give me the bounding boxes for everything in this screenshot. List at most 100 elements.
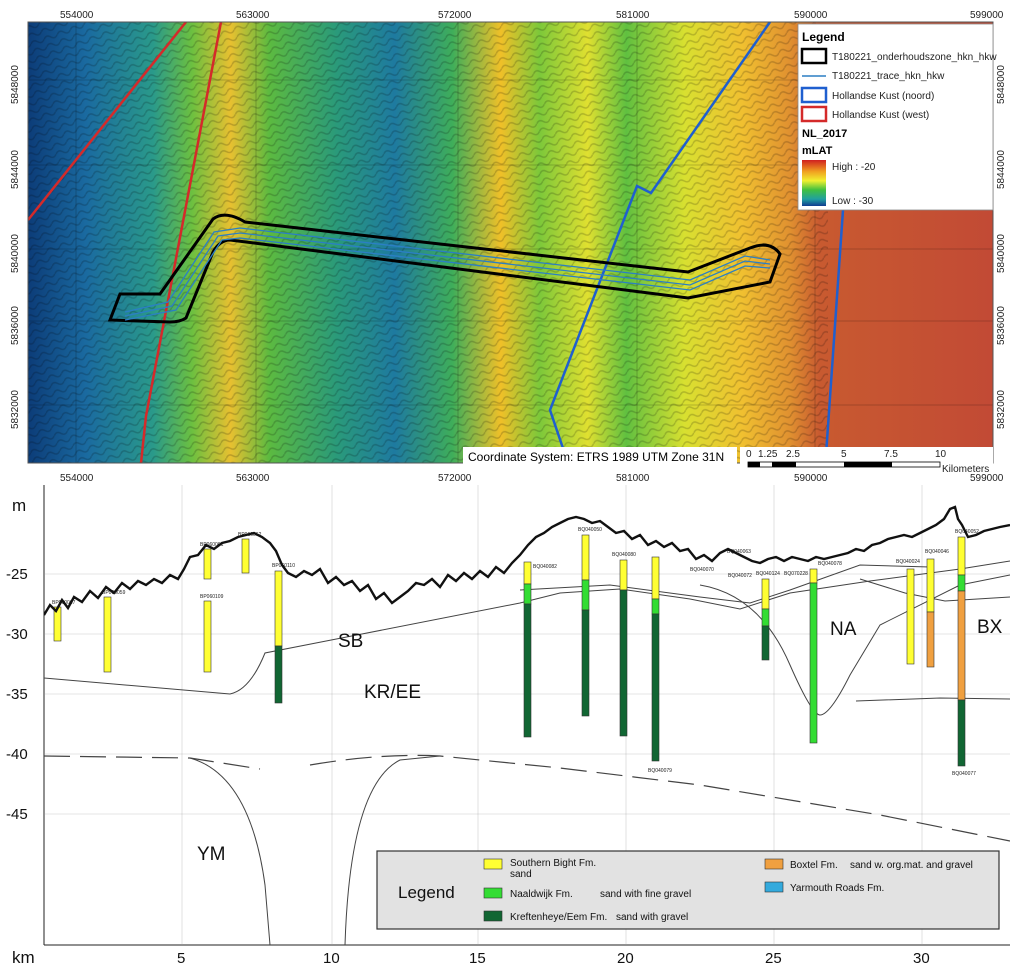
map-y-tick: 5844000 — [10, 150, 21, 189]
bathymetry-map: 554000 563000 572000 581000 590000 59900… — [10, 10, 1007, 484]
svg-text:BQ040063: BQ040063 — [727, 549, 751, 555]
x-tick: 5 — [177, 950, 185, 967]
svg-text:Naaldwijk Fm.: Naaldwijk Fm. — [510, 889, 573, 900]
map-x-tick: 572000 — [438, 10, 472, 21]
coordinate-system-label: Coordinate System: ETRS 1989 UTM Zone 31… — [468, 450, 724, 464]
hollandse-kust-west-boundary-2 — [139, 22, 223, 463]
svg-text:sand with fine gravel: sand with fine gravel — [600, 889, 691, 900]
map-legend: Legend T180221_onderhoudszone_hkn_hkw T1… — [797, 23, 997, 211]
svg-text:5: 5 — [841, 449, 847, 460]
na-upper-line — [519, 564, 931, 604]
map-y-tick: 5848000 — [996, 65, 1007, 104]
seabed-profile-line — [44, 505, 1010, 616]
scale-bar: 0 1.25 2.5 5 7.5 10 Kilometers — [740, 447, 993, 475]
svg-text:BP060109: BP060109 — [200, 594, 224, 600]
legend-swatch-west — [800, 105, 828, 123]
y-tick: -45 — [6, 806, 28, 823]
svg-text:sand w. org.mat. and gravel: sand w. org.mat. and gravel — [850, 860, 973, 871]
map-y-tick: 5844000 — [996, 150, 1007, 189]
legend-swatch-noord — [800, 86, 828, 104]
hollandse-kust-noord-boundary — [548, 22, 772, 463]
map-legend-item: T180221_trace_hkn_hkw — [832, 71, 945, 82]
base-ym-dashed — [44, 754, 1010, 842]
map-y-tick: 5840000 — [10, 234, 21, 273]
map-legend-title: Legend — [802, 30, 845, 44]
map-x-tick: 554000 — [60, 10, 94, 21]
unit-label-na: NA — [830, 619, 857, 640]
svg-text:BQ040070: BQ040070 — [690, 567, 714, 573]
x-tick: 10 — [323, 950, 340, 967]
unit-label-kr-ee: KR/EE — [364, 682, 421, 703]
svg-text:1.25: 1.25 — [758, 449, 778, 460]
raster-unit: mLAT — [802, 145, 833, 157]
svg-text:Kreftenheye/Eem Fm.: Kreftenheye/Eem Fm. — [510, 912, 607, 923]
ramp-high-label: High : -20 — [832, 162, 876, 173]
unit-label-bx: BX — [977, 617, 1003, 638]
svg-text:BQ040079: BQ040079 — [648, 768, 672, 774]
map-y-tick: 5836000 — [996, 306, 1007, 345]
map-legend-item: Hollandse Kust (noord) — [832, 91, 934, 102]
map-y-ticks-right: 5848000 5844000 5840000 5836000 5832000 — [996, 65, 1007, 429]
unit-label-ym: YM — [197, 844, 226, 865]
hollandse-kust-west-boundary — [28, 22, 187, 221]
geological-profile: BP060067 BP060059 BP060061 BP060109 BP06… — [6, 485, 1010, 967]
x-tick: 15 — [469, 950, 486, 967]
profile-legend-title: Legend — [398, 883, 455, 902]
svg-text:BQ040082: BQ040082 — [533, 564, 557, 570]
map-x-tick: 572000 — [438, 473, 472, 484]
svg-text:sand: sand — [510, 869, 532, 880]
color-ramp — [802, 160, 826, 206]
profile-legend: Legend Southern Bight Fm. sand Naaldwijk… — [376, 850, 1000, 930]
unit-labels: SB KR/EE NA BX YM — [197, 617, 1003, 865]
ramp-low-label: Low : -30 — [832, 196, 874, 207]
svg-text:Yarmouth Roads Fm.: Yarmouth Roads Fm. — [790, 883, 884, 894]
borehole-labels: BP060067 BP060059 BP060061 BP060109 BP06… — [52, 527, 979, 777]
map-y-ticks-left: 5848000 5844000 5840000 5836000 5832000 — [10, 65, 21, 429]
map-x-ticks-bottom: 554000 563000 572000 581000 590000 59900… — [60, 473, 1004, 484]
map-legend-item: T180221_onderhoudszone_hkn_hkw — [832, 52, 997, 63]
base-kr-ee-line — [44, 560, 1010, 695]
map-y-tick: 5832000 — [10, 390, 21, 429]
svg-text:sand with gravel: sand with gravel — [616, 912, 688, 923]
svg-text:10: 10 — [935, 449, 947, 460]
map-y-tick: 5832000 — [996, 390, 1007, 429]
svg-text:BQ040077: BQ040077 — [952, 771, 976, 777]
svg-text:BQ070228: BQ070228 — [784, 571, 808, 577]
svg-text:BQ040050: BQ040050 — [578, 527, 602, 533]
maintenance-zone-outline — [107, 213, 782, 324]
map-y-tick: 5836000 — [10, 306, 21, 345]
map-x-tick: 581000 — [616, 10, 650, 21]
map-x-tick: 563000 — [236, 10, 270, 21]
borehole-columns — [53, 534, 966, 767]
map-x-tick: 590000 — [794, 10, 828, 21]
map-x-tick: 581000 — [616, 473, 650, 484]
map-x-tick: 590000 — [794, 473, 828, 484]
svg-text:Boxtel Fm.: Boxtel Fm. — [790, 860, 838, 871]
x-tick: 20 — [617, 950, 634, 967]
svg-text:BQ040024: BQ040024 — [896, 559, 920, 565]
map-legend-item: Hollandse Kust (west) — [832, 110, 929, 121]
svg-text:BP060061: BP060061 — [200, 542, 224, 548]
hollandse-kust-noord-boundary-2 — [824, 209, 845, 456]
raster-name: NL_2017 — [802, 128, 847, 140]
x-tick: 30 — [913, 950, 930, 967]
na-channel-line — [699, 574, 1010, 716]
y-tick: -25 — [6, 566, 28, 583]
svg-text:Southern Bight Fm.: Southern Bight Fm. — [510, 858, 596, 869]
bx-line — [859, 578, 1010, 602]
map-x-tick: 599000 — [970, 473, 1004, 484]
profile-y-axis: m -25 -30 -35 -40 -45 — [6, 496, 28, 823]
map-y-tick: 5848000 — [10, 65, 21, 104]
unit-label-sb: SB — [338, 631, 363, 652]
bx-base-line — [855, 697, 1010, 702]
svg-text:BQ040124: BQ040124 — [756, 571, 780, 577]
x-unit-label: km — [12, 948, 35, 967]
legend-swatch-zone — [800, 47, 828, 65]
y-tick: -40 — [6, 746, 28, 763]
svg-text:BQ040080: BQ040080 — [612, 552, 636, 558]
map-x-tick: 599000 — [970, 10, 1004, 21]
ym-channel-line — [189, 755, 441, 945]
map-x-ticks-top: 554000 563000 572000 581000 590000 59900… — [60, 10, 1004, 21]
svg-text:7.5: 7.5 — [884, 449, 898, 460]
svg-text:BQ040046: BQ040046 — [925, 549, 949, 555]
